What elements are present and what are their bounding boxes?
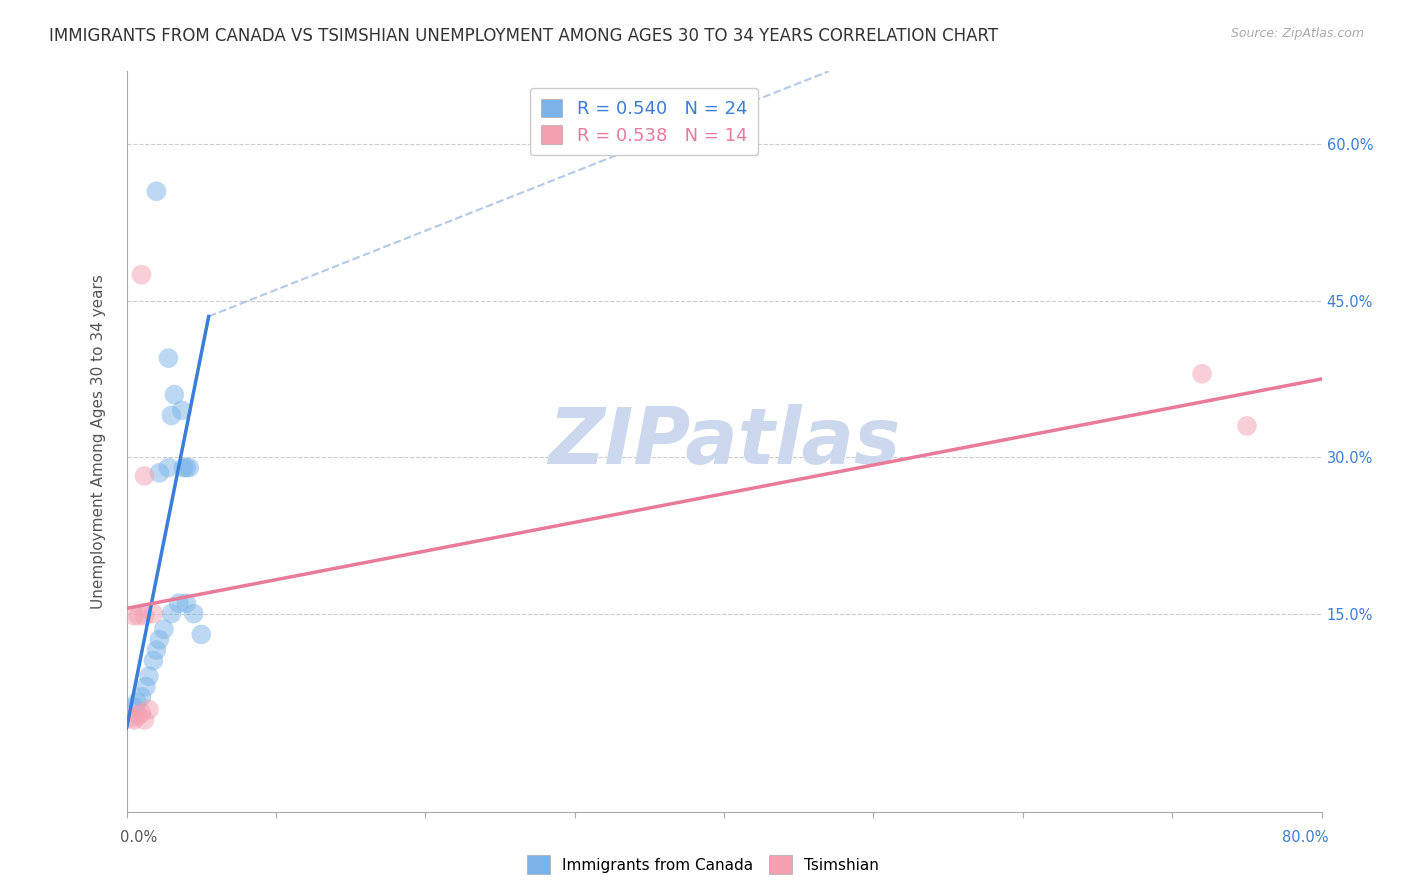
Text: 0.0%: 0.0% <box>120 830 157 846</box>
Point <box>122 608 145 623</box>
Point <box>131 690 153 704</box>
Text: ZIPatlas: ZIPatlas <box>548 403 900 480</box>
Point <box>148 632 170 647</box>
Point <box>190 627 212 641</box>
Point <box>172 460 194 475</box>
Point <box>138 702 160 716</box>
Point <box>125 695 148 709</box>
Point <box>157 460 180 475</box>
Point <box>157 351 180 365</box>
Y-axis label: Unemployment Among Ages 30 to 34 years: Unemployment Among Ages 30 to 34 years <box>91 274 105 609</box>
Point <box>153 622 176 636</box>
Point <box>142 607 165 621</box>
Point <box>122 713 145 727</box>
Point <box>120 711 142 725</box>
Point <box>160 607 183 621</box>
Point <box>131 706 153 720</box>
Point <box>148 466 170 480</box>
Text: Source: ZipAtlas.com: Source: ZipAtlas.com <box>1230 27 1364 40</box>
Point <box>131 268 153 282</box>
Point <box>145 643 167 657</box>
Point <box>127 708 149 723</box>
Point <box>183 607 205 621</box>
Point <box>134 713 156 727</box>
Point <box>134 608 156 623</box>
Point <box>138 669 160 683</box>
Point <box>170 403 193 417</box>
Point <box>160 409 183 423</box>
Point <box>145 184 167 198</box>
Point <box>179 460 201 475</box>
Point <box>1236 418 1258 433</box>
Point <box>135 680 157 694</box>
Point <box>174 460 197 475</box>
Text: IMMIGRANTS FROM CANADA VS TSIMSHIAN UNEMPLOYMENT AMONG AGES 30 TO 34 YEARS CORRE: IMMIGRANTS FROM CANADA VS TSIMSHIAN UNEM… <box>49 27 998 45</box>
Point <box>163 387 186 401</box>
Legend: Immigrants from Canada, Tsimshian: Immigrants from Canada, Tsimshian <box>522 849 884 880</box>
Legend: R = 0.540   N = 24, R = 0.538   N = 14: R = 0.540 N = 24, R = 0.538 N = 14 <box>530 87 758 155</box>
Point <box>1191 367 1213 381</box>
Point <box>167 596 190 610</box>
Text: 80.0%: 80.0% <box>1282 830 1329 846</box>
Point <box>142 653 165 667</box>
Point <box>122 700 145 714</box>
Point <box>134 469 156 483</box>
Point <box>174 596 197 610</box>
Point <box>127 608 149 623</box>
